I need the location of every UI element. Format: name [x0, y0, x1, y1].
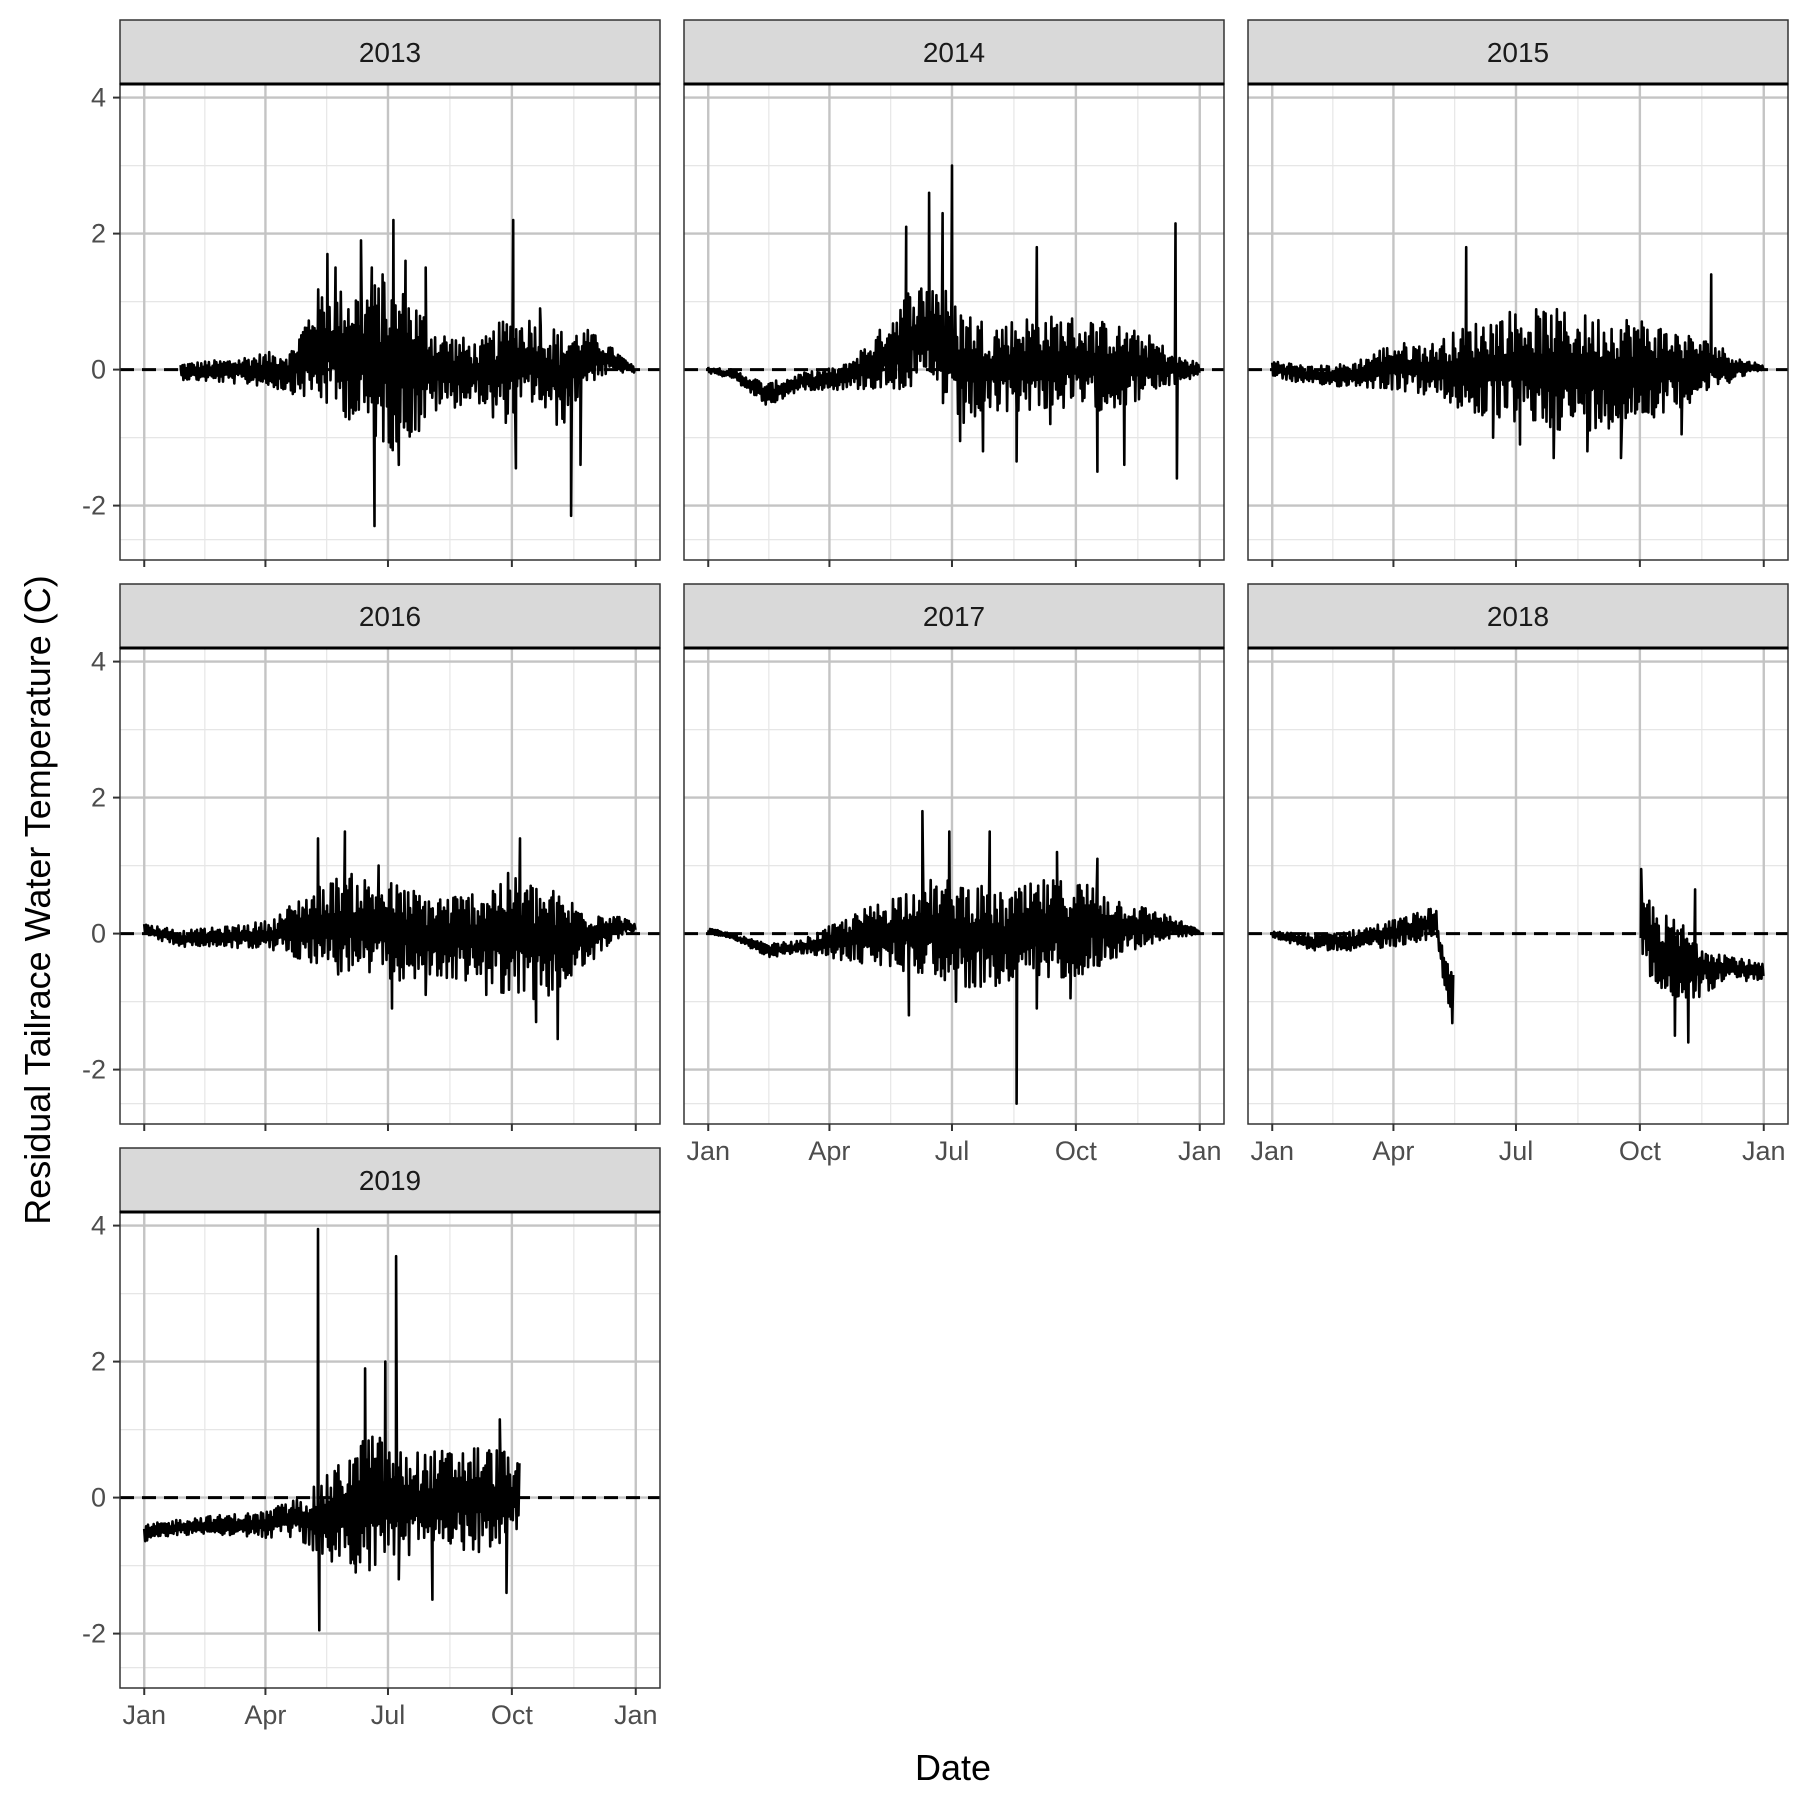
panel-background — [684, 648, 1224, 1124]
panel-background — [120, 1212, 660, 1688]
x-tick-label: Apr — [1372, 1136, 1414, 1166]
y-tick-label: 2 — [91, 783, 106, 813]
x-tick-label: Jan — [1178, 1136, 1222, 1166]
panel-2015: 2015 — [1247, 19, 1789, 567]
panel-2019: 2019 -2 0 2 4 Jan Apr Jul Oct Jan — [82, 1147, 661, 1730]
panel-2018: 2018 Jan Apr Jul Oct Jan — [1247, 583, 1789, 1166]
y-axis-title: Residual Tailrace Water Temperature (C) — [17, 575, 58, 1225]
x-tick-label: Jan — [1742, 1136, 1786, 1166]
strip-label: 2018 — [1487, 601, 1549, 632]
panel-2014: 2014 — [683, 19, 1225, 567]
x-tick-label: Jan — [614, 1700, 658, 1730]
series-line-2019 — [142, 1227, 521, 1632]
panel-2017: 2017 Jan Apr Jul Oct Jan — [683, 583, 1225, 1166]
strip-label: 2013 — [359, 37, 421, 68]
series-line-2018 — [1270, 907, 1455, 1025]
series-line-2017 — [706, 809, 1201, 1105]
series-line-2018 — [1639, 867, 1765, 1044]
strip-label: 2019 — [359, 1165, 421, 1196]
y-tick-label: -2 — [82, 1055, 106, 1085]
series-line-2016 — [142, 830, 637, 1041]
series-line-2014 — [706, 164, 1201, 480]
y-tick-label: 2 — [91, 219, 106, 249]
panel-2013: 2013 -2 0 2 4 — [82, 19, 661, 567]
x-tick-label: Oct — [1055, 1136, 1098, 1166]
x-tick-label: Oct — [491, 1700, 534, 1730]
y-tick-label: 4 — [91, 1211, 106, 1241]
strip-background — [119, 583, 661, 649]
x-tick-label: Jan — [1250, 1136, 1294, 1166]
x-tick-label: Oct — [1619, 1136, 1662, 1166]
x-tick-label: Apr — [808, 1136, 850, 1166]
strip-background — [1247, 583, 1789, 649]
x-tick-label: Jan — [686, 1136, 730, 1166]
x-tick-label: Jul — [1499, 1136, 1534, 1166]
strip-background — [119, 1147, 661, 1213]
panel-background — [1248, 648, 1788, 1124]
x-axis-title: Date — [915, 1747, 991, 1788]
y-tick-label: 4 — [91, 647, 106, 677]
panels-layer: 2013 -2 0 2 4 2014 2015 2016 -2 0 2 4 2017 Jan Apr Jul O… — [82, 19, 1789, 1730]
strip-background — [1247, 19, 1789, 85]
series-line-2015 — [1270, 245, 1765, 460]
strip-label: 2014 — [923, 37, 985, 68]
y-tick-label: 0 — [91, 919, 106, 949]
x-tick-label: Apr — [244, 1700, 286, 1730]
x-tick-label: Jan — [122, 1700, 166, 1730]
panel-2016: 2016 -2 0 2 4 — [82, 583, 661, 1131]
strip-background — [683, 19, 1225, 85]
strip-background — [683, 583, 1225, 649]
y-tick-label: -2 — [82, 1619, 106, 1649]
strip-label: 2016 — [359, 601, 421, 632]
y-tick-label: 2 — [91, 1347, 106, 1377]
y-tick-label: 0 — [91, 355, 106, 385]
strip-label: 2017 — [923, 601, 985, 632]
y-tick-label: -2 — [82, 491, 106, 521]
panel-background — [1248, 84, 1788, 560]
series-line-2013 — [179, 218, 637, 528]
strip-label: 2015 — [1487, 37, 1549, 68]
y-tick-label: 0 — [91, 1483, 106, 1513]
panel-background — [120, 84, 660, 560]
y-tick-label: 4 — [91, 83, 106, 113]
x-tick-label: Jul — [935, 1136, 970, 1166]
x-tick-label: Jul — [371, 1700, 406, 1730]
